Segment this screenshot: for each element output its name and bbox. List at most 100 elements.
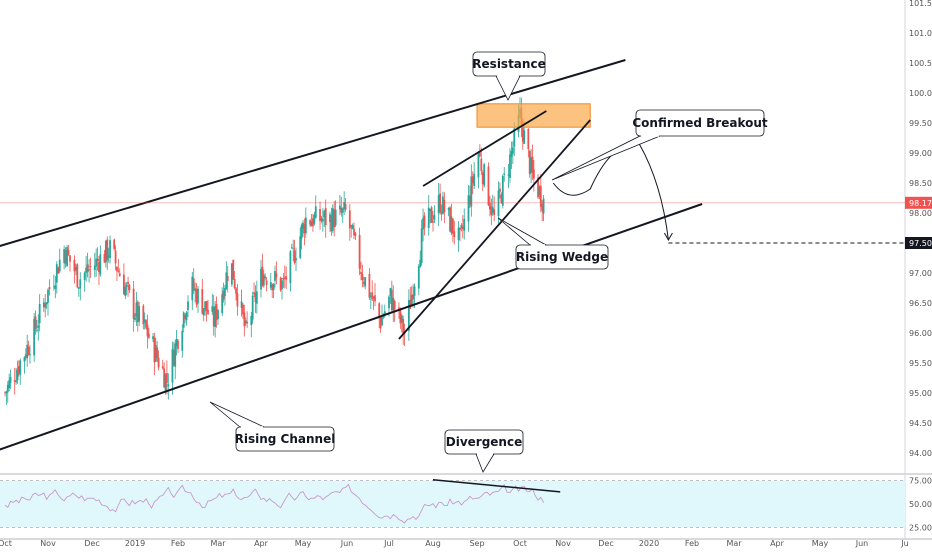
candle-body <box>253 292 255 295</box>
candle-body <box>187 301 189 311</box>
candle-body <box>490 206 493 216</box>
candle-body <box>106 239 109 261</box>
current-price-label: 98.17 <box>909 199 932 208</box>
candle-body <box>440 211 443 214</box>
candle-body <box>501 175 504 206</box>
candle-body <box>312 218 314 227</box>
callout-box <box>515 244 609 270</box>
candle-body <box>532 169 535 179</box>
candle-body <box>417 266 420 289</box>
x-tick-label: Sep <box>469 539 484 548</box>
x-tick-label: Apr <box>770 539 785 548</box>
candle-body <box>88 269 90 271</box>
candle-body <box>143 319 146 323</box>
candle-body <box>389 288 392 296</box>
candle-body <box>73 259 76 272</box>
candle-body <box>128 285 131 291</box>
candle-body <box>393 300 396 310</box>
candle-body <box>6 384 9 393</box>
candle-body <box>167 384 170 387</box>
candle-body <box>374 295 376 302</box>
rsi-tick-label: 50.00 <box>909 500 932 509</box>
candle-body <box>114 250 117 264</box>
candle-body <box>37 325 40 328</box>
candle-body <box>166 373 168 383</box>
candle-body <box>174 343 177 367</box>
candle-body <box>290 247 293 249</box>
candle-body <box>85 267 88 273</box>
candle-body <box>313 214 316 224</box>
x-tick-label: 2019 <box>125 539 145 548</box>
candle-body <box>457 227 460 240</box>
x-tick-label: Oct <box>513 539 527 548</box>
candle-body <box>541 204 544 211</box>
candle-body <box>211 306 214 312</box>
candle-body <box>34 316 37 329</box>
arrow-head <box>663 232 673 242</box>
candle-body <box>513 128 516 147</box>
candle-body <box>330 215 333 232</box>
candle-body <box>27 346 30 355</box>
candle-body <box>460 225 463 229</box>
candle-body <box>17 366 20 374</box>
candle-body <box>192 278 195 291</box>
candle-body <box>379 317 382 329</box>
candle-body <box>215 303 218 320</box>
candle-body <box>449 207 451 232</box>
candle-body <box>194 288 197 291</box>
candle-body <box>172 350 175 366</box>
candle-body <box>4 392 6 394</box>
candle-body <box>430 207 433 223</box>
candle-body <box>354 233 357 236</box>
candle-body <box>539 185 542 207</box>
candle-body <box>79 279 82 289</box>
candle-body <box>295 258 297 261</box>
candle-body <box>530 157 532 173</box>
candle-body <box>116 266 118 272</box>
candle-body <box>66 247 68 267</box>
candle-body <box>467 195 470 222</box>
candle-body <box>451 218 454 234</box>
candle-body <box>154 345 157 362</box>
resistance-zone <box>476 103 591 128</box>
x-tick-label: 2020 <box>639 539 659 548</box>
x-tick-label: Nov <box>555 539 571 548</box>
candle-body <box>299 236 302 258</box>
divergence-line <box>432 478 561 493</box>
candle-body <box>123 274 125 295</box>
candle-body <box>410 294 413 306</box>
candle-body <box>340 207 343 213</box>
candle-body <box>13 380 16 382</box>
candle-body <box>497 190 500 217</box>
candle-body <box>493 209 496 215</box>
x-tick-label: May <box>295 539 312 548</box>
candle-body <box>471 176 474 184</box>
candle-body <box>314 206 317 218</box>
callout-label: Rising Channel <box>235 432 336 446</box>
x-tick-label: Jun <box>340 539 354 548</box>
candle-body <box>388 296 390 309</box>
candle-body <box>282 277 285 280</box>
candle-body <box>433 215 436 220</box>
candle-body <box>42 302 45 308</box>
candle-body <box>67 250 70 255</box>
candle-body <box>86 264 89 272</box>
candle-body <box>132 288 135 319</box>
candle-body <box>109 240 111 258</box>
y-tick-label: 98.50 <box>909 179 932 188</box>
rsi-tick-label: 25.00 <box>909 523 932 532</box>
candle-body <box>382 316 385 318</box>
callout-resistance: Resistance <box>472 51 546 101</box>
candle-body <box>156 347 159 359</box>
candle-body <box>329 214 331 222</box>
candle-body <box>264 276 267 279</box>
candle-body <box>500 194 503 204</box>
candle-body <box>274 271 276 281</box>
candle-body <box>473 173 476 186</box>
candle-body <box>521 122 524 142</box>
candle-body <box>400 315 403 323</box>
candle-body <box>163 368 166 388</box>
candle-body <box>98 262 100 273</box>
y-tick-label: 100.50 <box>909 59 932 68</box>
